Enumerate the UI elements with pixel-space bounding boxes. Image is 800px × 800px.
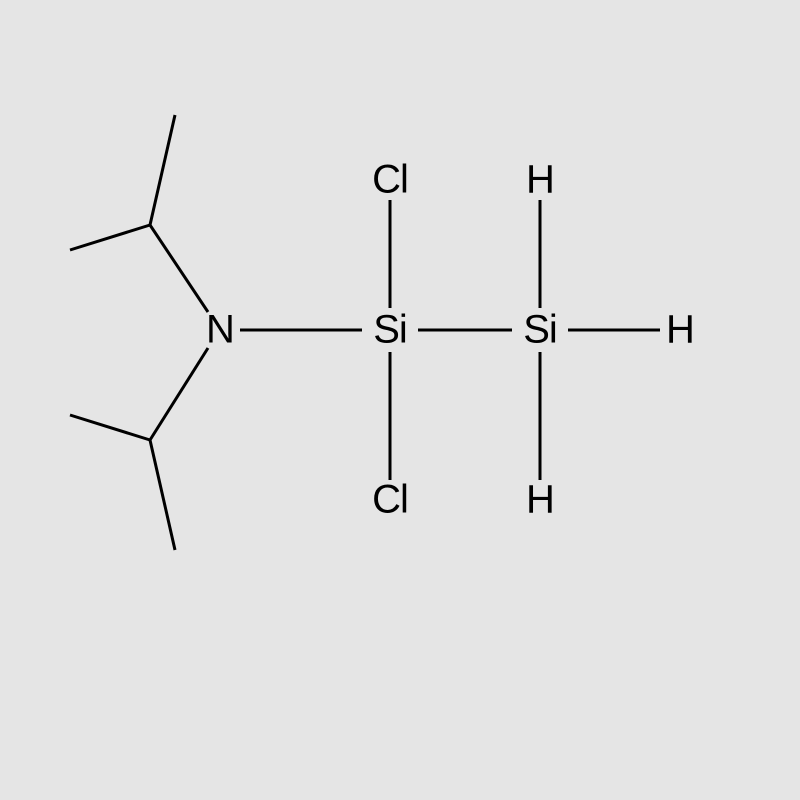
atom-h-bot: H — [526, 478, 554, 523]
atom-cl-bot: Cl — [372, 478, 408, 523]
atom-si-2: Si — [523, 308, 557, 353]
atom-si-1: Si — [373, 308, 407, 353]
atom-n: N — [206, 308, 234, 353]
molecule-diagram: N Si Si Cl Cl H H H — [0, 0, 800, 800]
atom-h-right: H — [666, 308, 694, 353]
atom-h-top: H — [526, 158, 554, 203]
atom-cl-top: Cl — [372, 158, 408, 203]
bond-layer — [0, 0, 800, 800]
